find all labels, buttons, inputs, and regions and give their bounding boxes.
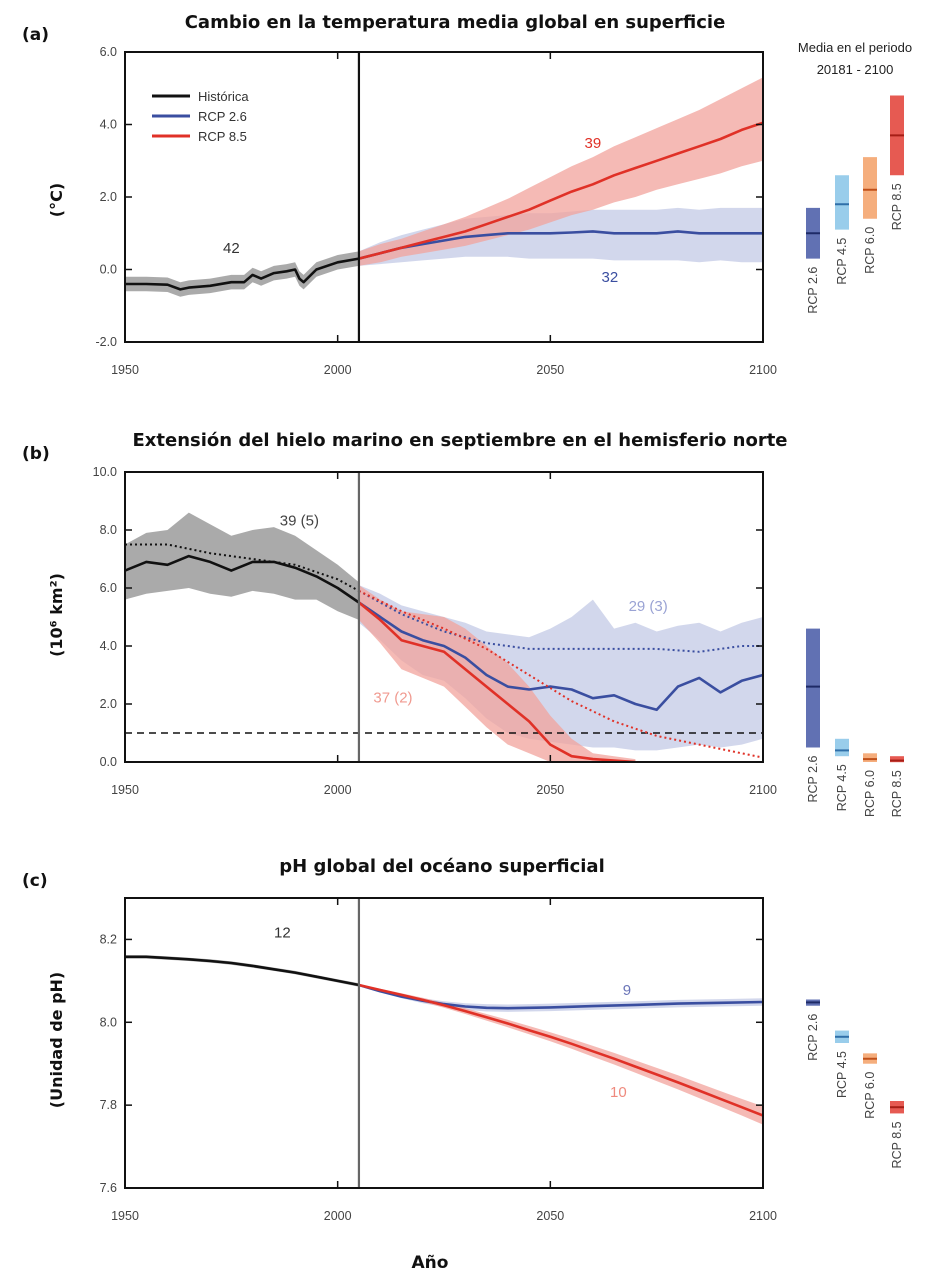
side-range-bar (835, 738, 849, 757)
model-count-annotation: 12 (274, 924, 291, 941)
uncertainty-band-historical (125, 955, 359, 987)
legend-label: Histórica (198, 89, 249, 104)
legend-label: RCP 8.5 (198, 129, 247, 144)
plot-frame (124, 897, 764, 1189)
series-line-historical (125, 554, 360, 604)
panel-label: (a) (22, 25, 49, 45)
series-line-rcp26 (358, 983, 763, 1010)
side-scenario-label: RCP 8.5 (890, 1121, 904, 1168)
model-count-annotation: 9 (623, 982, 631, 999)
model-count-annotation: 42 (223, 240, 240, 257)
side-scenario-label: RCP 2.6 (806, 755, 820, 802)
y-axis-label: (Unidad de pH) (47, 972, 66, 1108)
panel-label: (b) (22, 444, 50, 464)
x-tick-label: 2000 (324, 1209, 352, 1223)
x-tick-label: 2000 (324, 363, 352, 377)
y-tick-label: 7.8 (100, 1098, 117, 1112)
model-count-annotation: 37 (2) (373, 690, 412, 707)
side-scenario-label: RCP 8.5 (890, 183, 904, 230)
plot-area (125, 77, 763, 297)
model-count-annotation: 39 (5) (280, 513, 319, 530)
side-range-bar (863, 157, 877, 219)
y-tick-label: 7.6 (100, 1181, 117, 1195)
panel-ocean-ph: (c) pH global del océano superficial (Un… (22, 856, 904, 1223)
uncertainty-band-historical (125, 251, 359, 297)
side-scenario-label: RCP 6.0 (863, 227, 877, 274)
series-line-rcp26 (358, 230, 763, 260)
x-tick-label: 2100 (749, 1209, 777, 1223)
model-count-annotation: 29 (3) (629, 598, 668, 615)
y-tick-label: 6.0 (100, 45, 117, 59)
plot-frame (124, 471, 764, 763)
x-tick-label: 2050 (536, 783, 564, 797)
plot-area (125, 512, 763, 762)
series-line-rcp85 (358, 601, 636, 762)
chart-title: Extensión del hielo marino en septiembre… (132, 430, 787, 451)
y-tick-label: 0.0 (100, 755, 117, 769)
y-tick-label: 4.0 (100, 118, 117, 132)
side-title-line1: Media en el periodo (798, 40, 912, 55)
series-line-historical_dotted (125, 543, 360, 592)
uncertainty-band-rcp85 (358, 77, 763, 266)
x-tick-label: 1950 (111, 783, 139, 797)
side-scenario-label: RCP 6.0 (863, 770, 877, 817)
chart-title: Cambio en la temperatura media global en… (185, 12, 726, 33)
series-line-rcp85 (358, 983, 763, 1117)
side-scenario-label: RCP 4.5 (835, 1051, 849, 1098)
side-range-bar (806, 628, 820, 748)
panel-sea-ice: (b) Extensión del hielo marino en septie… (22, 430, 904, 817)
x-tick-label: 1950 (111, 363, 139, 377)
x-tick-label: 2100 (749, 783, 777, 797)
y-axis-label: (°C) (47, 183, 66, 217)
side-scenario-label: RCP 2.6 (806, 267, 820, 314)
side-title-line2: 20181 - 2100 (817, 62, 894, 77)
y-tick-label: 8.0 (100, 1015, 117, 1029)
panel-label: (c) (22, 871, 48, 891)
side-scenario-label: RCP 6.0 (863, 1072, 877, 1119)
model-count-annotation: 39 (585, 135, 602, 152)
y-axis-label: (10⁶ km²) (47, 573, 66, 657)
side-range-bar (863, 753, 877, 762)
panel-temperature: (a) Cambio en la temperatura media globa… (22, 12, 912, 377)
y-tick-label: 8.0 (100, 523, 117, 537)
side-range-bar (835, 175, 849, 230)
side-scenario-label: RCP 4.5 (835, 238, 849, 285)
model-count-annotation: 32 (602, 269, 619, 286)
side-scenario-label: RCP 4.5 (835, 764, 849, 811)
chart-title: pH global del océano superficial (279, 856, 604, 877)
side-scenario-label: RCP 2.6 (806, 1014, 820, 1061)
y-tick-label: 8.2 (100, 932, 117, 946)
side-scenario-label: RCP 8.5 (890, 770, 904, 817)
x-tick-label: 2050 (536, 1209, 564, 1223)
x-axis-label: Año (412, 1253, 449, 1273)
series-line-rcp85_dotted (358, 589, 763, 759)
legend-label: RCP 2.6 (198, 109, 247, 124)
y-tick-label: 4.0 (100, 639, 117, 653)
y-tick-label: 6.0 (100, 581, 117, 595)
x-tick-label: 2000 (324, 783, 352, 797)
y-tick-label: -2.0 (95, 335, 117, 349)
series-line-rcp26_dotted (358, 590, 763, 653)
x-tick-label: 1950 (111, 1209, 139, 1223)
series-line-historical (125, 257, 360, 291)
y-tick-label: 0.0 (100, 263, 117, 277)
y-tick-label: 10.0 (93, 465, 117, 479)
x-tick-label: 2050 (536, 363, 564, 377)
plot-area (125, 955, 763, 1125)
series-line-historical (125, 955, 360, 987)
series-line-rcp85 (358, 121, 763, 260)
side-range-bar (890, 756, 904, 763)
x-tick-label: 2100 (749, 363, 777, 377)
uncertainty-band-rcp85 (358, 585, 636, 762)
series-line-rcp26 (358, 601, 763, 712)
y-tick-label: 2.0 (100, 190, 117, 204)
model-count-annotation: 10 (610, 1084, 627, 1101)
y-tick-label: 2.0 (100, 697, 117, 711)
